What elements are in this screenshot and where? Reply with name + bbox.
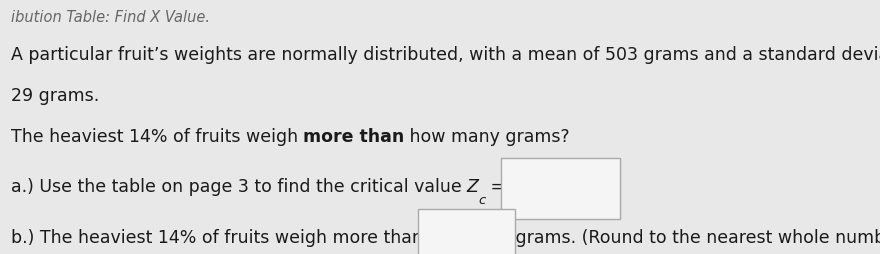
Text: =: = (485, 178, 505, 196)
Text: .: . (613, 178, 619, 196)
Text: The heaviest 14% of fruits weigh: The heaviest 14% of fruits weigh (11, 127, 304, 145)
FancyBboxPatch shape (501, 158, 620, 219)
Text: c: c (479, 193, 486, 206)
Text: A particular fruit’s weights are normally distributed, with a mean of 503 grams : A particular fruit’s weights are normall… (11, 46, 880, 64)
Text: how many grams?: how many grams? (405, 127, 570, 145)
FancyBboxPatch shape (418, 209, 515, 254)
Text: ibution Table: Find X Value.: ibution Table: Find X Value. (11, 10, 209, 25)
Text: a.) Use the table on page 3 to find the critical value: a.) Use the table on page 3 to find the … (11, 178, 466, 196)
Text: Z: Z (466, 178, 479, 196)
Text: 29 grams.: 29 grams. (11, 86, 99, 104)
Text: more than: more than (304, 127, 405, 145)
Text: b.) The heaviest 14% of fruits weigh more than: b.) The heaviest 14% of fruits weigh mor… (11, 229, 422, 247)
Text: grams. (Round to the nearest whole number.): grams. (Round to the nearest whole numbe… (510, 229, 880, 247)
